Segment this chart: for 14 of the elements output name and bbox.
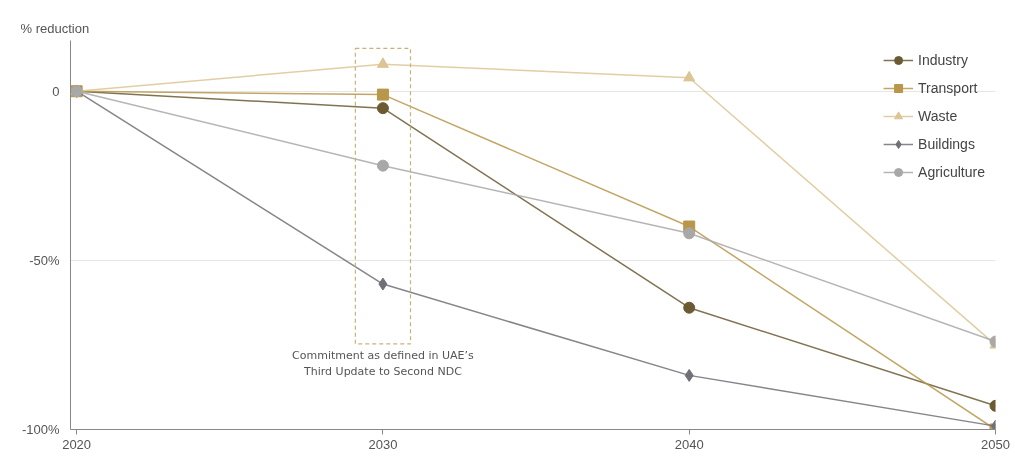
x-tick-label: 2020 (62, 436, 92, 452)
x-tick-label: 2050 (981, 436, 1010, 452)
x-tick-label: 2030 (368, 436, 398, 452)
legend-label: Transport (918, 80, 978, 96)
legend-label: Buildings (918, 136, 975, 152)
annotation: Commitment as defined in UAE’s Third Update to Second NDC (292, 348, 474, 378)
y-axis-title: % reduction (20, 20, 90, 36)
legend-label: Waste (918, 108, 958, 124)
y-tick-label: -50% (29, 252, 60, 268)
y-tick-label: 0 (52, 83, 60, 99)
legend-label: Agriculture (918, 164, 985, 180)
legend-label: Industry (918, 52, 968, 68)
y-tick-label: -100% (21, 422, 60, 437)
x-tick-label: 2040 (674, 436, 704, 452)
